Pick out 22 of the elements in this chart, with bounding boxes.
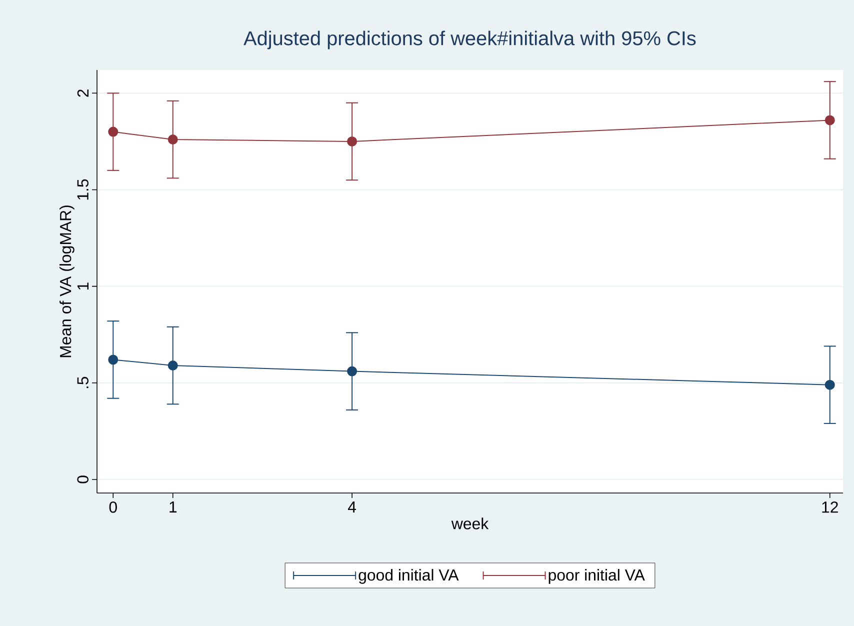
point (347, 366, 358, 376)
legend-label: good initial VA (358, 568, 459, 584)
point (168, 134, 178, 145)
chart-title: Adjusted predictions of week#initialva with 95% CIs (244, 30, 696, 50)
x-tick-label: 4 (348, 502, 356, 512)
y-tick-label: 2 (77, 90, 88, 97)
y-tick-label: 1 (78, 282, 88, 290)
y-tick-label: 1.5 (77, 179, 88, 200)
y-tick-label: .5 (77, 376, 88, 388)
point (347, 136, 358, 146)
x-tick-label: 0 (109, 502, 117, 513)
x-axis-title: week (451, 518, 489, 530)
point (168, 360, 178, 371)
y-tick-label: 0 (77, 476, 88, 484)
point (108, 126, 118, 137)
x-tick-label: 1 (170, 502, 177, 512)
point (824, 380, 835, 390)
legend-label: poor initial VA (548, 568, 645, 584)
point (108, 354, 118, 365)
y-axis-title: Mean of VA (logMAR) (60, 206, 74, 358)
x-tick-label: 12 (822, 502, 838, 513)
point (824, 115, 835, 126)
